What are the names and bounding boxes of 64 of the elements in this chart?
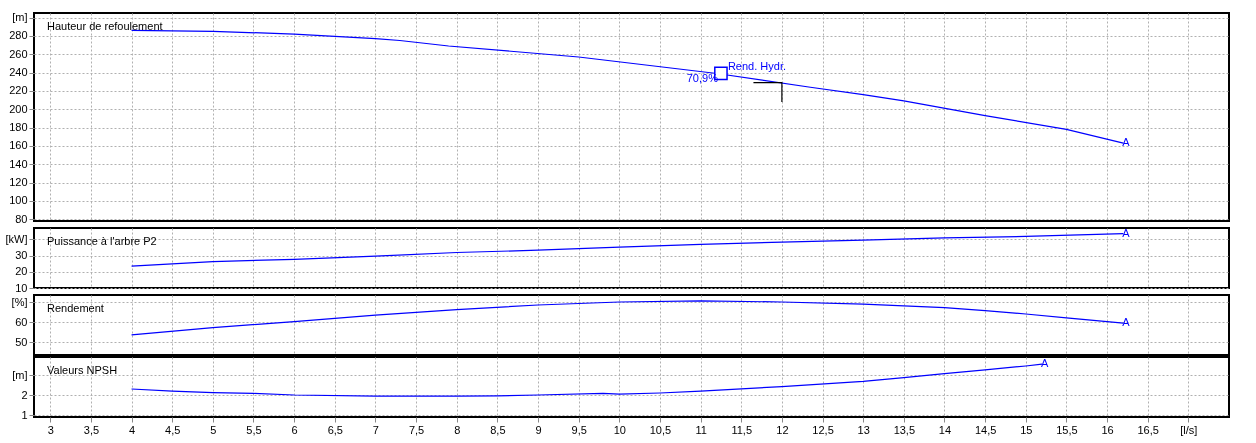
- y-tick-label: 1: [21, 408, 28, 421]
- x-tick-label: 5,5: [246, 423, 262, 436]
- data-label: A: [1122, 226, 1131, 239]
- line-series: [130, 363, 1043, 397]
- x-tick-label: 11: [695, 423, 707, 436]
- x-tick-label: 7,5: [408, 423, 425, 436]
- data-label: A: [1041, 357, 1050, 370]
- line-series: [130, 300, 1124, 336]
- y-tick-label: 180: [9, 121, 28, 134]
- data-label: A: [1122, 316, 1131, 329]
- y-tick-label: 140: [9, 157, 28, 170]
- y-tick-label: 50: [15, 335, 28, 348]
- annotation: 70,9%: [686, 72, 719, 85]
- x-tick-label: 12: [776, 423, 789, 436]
- text: Puissance à l'arbre P2: [47, 235, 157, 247]
- x-tick-label: 8: [454, 423, 461, 436]
- y-tick-label: 280: [9, 29, 28, 42]
- x-tick-label: 8,5: [490, 423, 506, 436]
- x-tick-label: 15: [1020, 423, 1033, 436]
- x-tick-label: 11,5: [731, 423, 753, 436]
- y-tick-label: [kW]: [5, 232, 28, 245]
- data-label: A: [1122, 136, 1131, 149]
- y-tick-label: 10: [15, 281, 28, 294]
- y-tick-label: 160: [9, 139, 28, 152]
- y-tick-label: 80: [15, 212, 28, 225]
- line-series: [130, 29, 1124, 144]
- x-tick-label: 6,5: [327, 423, 343, 436]
- x-tick-label: 9: [535, 423, 542, 436]
- y-tick-label: [m]: [12, 368, 28, 381]
- y-tick-label: 100: [9, 194, 28, 207]
- x-tick-label: 3: [47, 423, 54, 436]
- y-tick-label: 200: [9, 102, 28, 115]
- x-tick-label: 10,5: [649, 423, 672, 436]
- annotation: Rend. Hydr.: [727, 60, 787, 73]
- x-tick-label: 12,5: [812, 423, 834, 436]
- text: Rendement: [47, 302, 104, 314]
- x-tick-label: 6: [291, 423, 298, 436]
- text: Valeurs NPSH: [47, 364, 118, 376]
- x-tick-label: 4,5: [165, 423, 181, 436]
- y-tick-label: 220: [9, 84, 28, 97]
- x-tick-label: 9,5: [571, 423, 587, 436]
- y-tick-label: [%]: [11, 295, 28, 308]
- x-tick-label: [l/s]: [1180, 423, 1198, 436]
- x-tick-label: 15,5: [1056, 423, 1078, 436]
- x-tick-label: 14: [938, 423, 952, 436]
- y-tick-label: 260: [9, 47, 28, 60]
- x-tick-label: 16,5: [1137, 423, 1159, 436]
- x-tick-label: 5: [210, 423, 217, 436]
- x-tick-label: 13,5: [893, 423, 916, 436]
- x-tick-label: 10: [613, 423, 626, 436]
- x-tick-label: 7: [372, 423, 379, 436]
- y-tick-label: 30: [15, 249, 28, 262]
- x-tick-label: 13: [857, 423, 870, 436]
- y-tick-label: [m]: [12, 11, 28, 24]
- x-tick-label: 16: [1101, 423, 1114, 436]
- y-tick-label: 120: [9, 176, 28, 189]
- x-tick-label: 3,5: [83, 423, 100, 436]
- x-tick-label: 14,5: [974, 423, 997, 436]
- y-tick-label: 20: [15, 265, 28, 278]
- x-tick-label: 4: [128, 423, 136, 436]
- text: Hauteur de refoulement: [47, 20, 163, 32]
- y-tick-label: 240: [9, 66, 28, 79]
- y-tick-label: 60: [15, 315, 28, 328]
- y-tick-label: 2: [21, 388, 28, 401]
